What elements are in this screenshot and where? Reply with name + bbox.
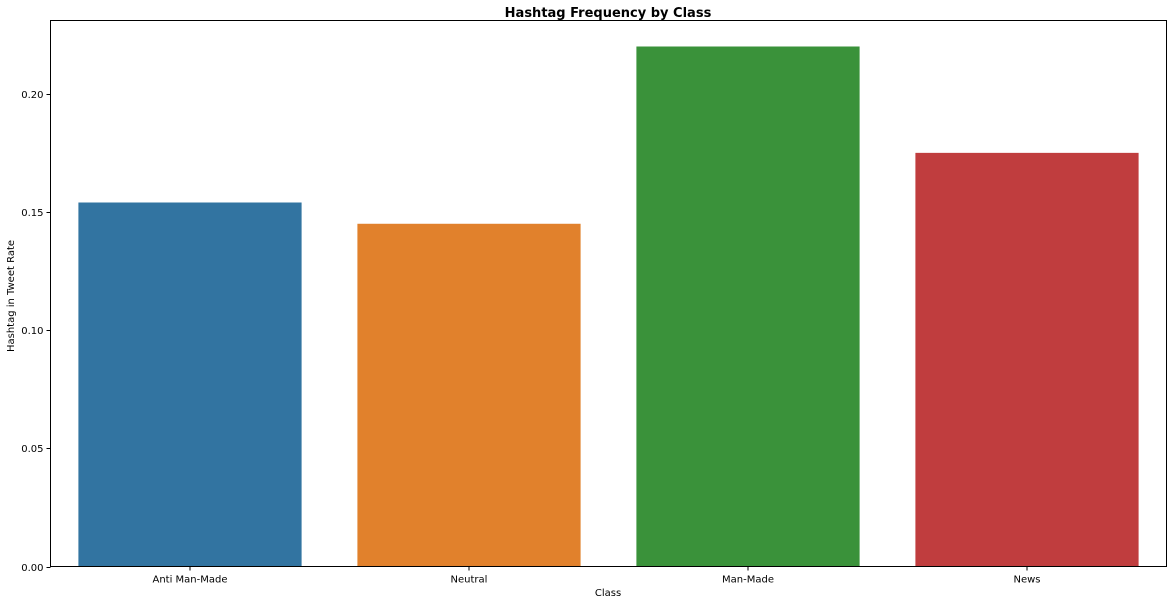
x-axis-ticks: Anti Man-Made Neutral Man-Made News (152, 566, 1041, 586)
y-tick-label: 0.15 (21, 208, 43, 219)
bar-anti-man-made (78, 202, 302, 567)
y-axis-label: Hashtag in Tweet Rate (6, 240, 17, 352)
plot-frame (50, 20, 1167, 567)
bar-neutral (357, 223, 581, 567)
x-tick-label: Anti Man-Made (152, 575, 227, 586)
y-tick-label: 0.00 (21, 563, 43, 574)
y-tick-label: 0.20 (21, 90, 43, 101)
x-tick-label: Neutral (451, 575, 488, 586)
y-tick-label: 0.10 (21, 326, 43, 337)
y-axis-ticks: 0.00 0.05 0.10 0.15 0.20 (21, 90, 51, 574)
bars-group (78, 46, 1139, 567)
x-tick-label: News (1013, 575, 1040, 586)
chart-title: Hashtag Frequency by Class (505, 6, 712, 21)
y-tick-label: 0.05 (21, 444, 43, 455)
bar-man-made (636, 46, 860, 567)
x-tick-label: Man-Made (722, 575, 774, 586)
x-axis-label: Class (595, 588, 621, 599)
bar-news (915, 152, 1139, 567)
